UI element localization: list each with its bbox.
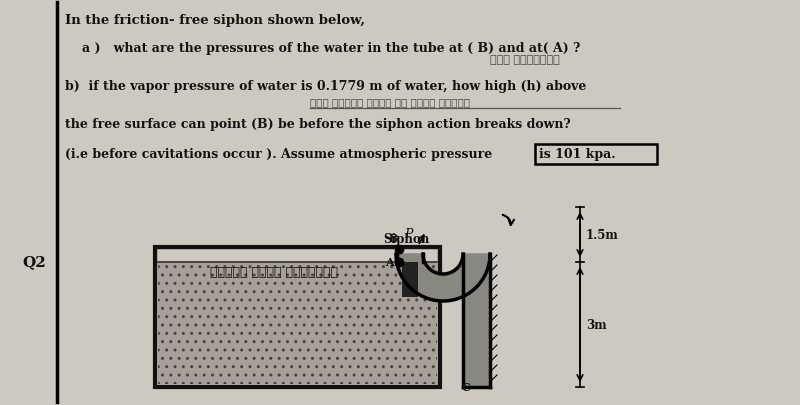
Text: b)  if the vapor pressure of water is 0.1779 m of water, how high (h) above: b) if the vapor pressure of water is 0.1… — [65, 80, 586, 93]
Text: the free surface can point (B) be before the siphon action breaks down?: the free surface can point (B) be before… — [65, 118, 570, 131]
Text: (i.e before cavitations occur ). Assume atmospheric pressure: (i.e before cavitations occur ). Assume … — [65, 148, 497, 161]
Bar — [158, 250, 437, 262]
Text: a )   what are the pressures of the water in the tube at ( B) and at( A) ?: a ) what are the pressures of the water … — [82, 42, 580, 55]
Text: C: C — [461, 381, 470, 392]
Text: In the friction- free siphon shown below,: In the friction- free siphon shown below… — [65, 14, 365, 27]
Bar — [155, 247, 440, 387]
Text: A: A — [385, 256, 394, 267]
Text: 1.5m: 1.5m — [586, 228, 618, 241]
Polygon shape — [396, 254, 490, 301]
Text: P: P — [404, 228, 412, 241]
Text: Q2: Q2 — [22, 254, 46, 269]
Text: صغر فيهته بحيث يا بصير فيران: صغر فيهته بحيث يا بصير فيران — [310, 97, 470, 107]
Text: الضغط داخل الانبوب: الضغط داخل الانبوب — [210, 265, 338, 278]
Text: راج صمرجدول: راج صمرجدول — [490, 55, 560, 65]
Text: Siphon: Siphon — [383, 232, 430, 245]
Text: B: B — [389, 232, 398, 243]
Bar — [158, 250, 437, 384]
Text: is 101 kpa.: is 101 kpa. — [539, 148, 616, 161]
Text: 3m: 3m — [586, 318, 606, 331]
Bar — [402, 262, 418, 297]
